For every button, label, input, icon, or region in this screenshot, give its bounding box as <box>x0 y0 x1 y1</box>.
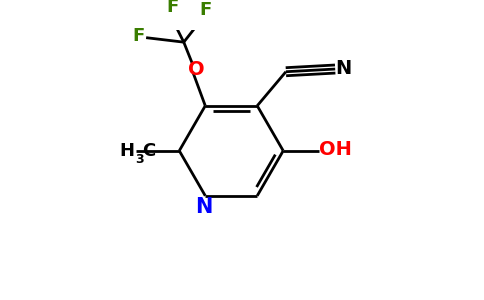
Text: F: F <box>166 0 178 16</box>
Text: OH: OH <box>319 140 351 159</box>
Text: F: F <box>133 27 145 45</box>
Text: N: N <box>195 197 212 218</box>
Text: N: N <box>335 58 351 78</box>
Text: O: O <box>188 59 205 79</box>
Text: 3: 3 <box>136 154 144 166</box>
Text: H: H <box>120 142 135 160</box>
Text: F: F <box>199 1 212 19</box>
Text: C: C <box>142 142 155 160</box>
